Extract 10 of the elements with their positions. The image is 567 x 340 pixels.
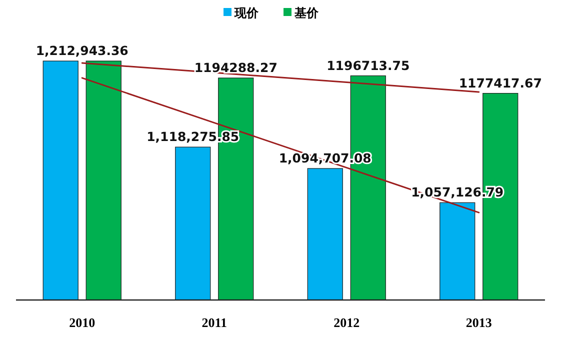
data-label: 1194288.27 [194,60,278,75]
legend-label: 现价 [234,6,260,20]
x-tick-label: 2012 [334,315,360,330]
data-label: 1196713.75 [326,58,410,73]
x-tick-label: 2011 [202,315,228,330]
legend-label: 基价 [294,6,320,20]
data-label: 1177417.67 [458,75,542,90]
x-tick-label: 2010 [69,315,96,330]
data-label: 1,212,943.36 [36,43,129,58]
x-tick-label: 2013 [466,315,492,330]
